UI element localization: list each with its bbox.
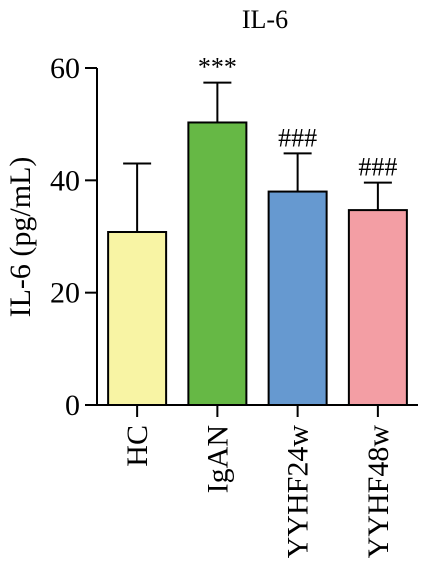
significance-label: *** [198, 53, 237, 82]
x-axis: HC IgAN YYHF24w YYHF48w [97, 404, 418, 559]
significance-label: ### [278, 123, 317, 152]
x-tick-label: IgAN [201, 425, 234, 493]
y-axis-label: IL-6 (pg/mL) [4, 157, 37, 318]
y-tick-label: 60 [50, 52, 80, 85]
x-tick-label: YYHF24w [282, 425, 315, 559]
y-tick-label: 40 [50, 164, 80, 197]
y-tick-label: 0 [65, 389, 80, 422]
bar-yyhf48w [347, 209, 408, 406]
y-axis: 0 20 40 60 [50, 52, 98, 422]
x-tick-label: YYHF48w [362, 425, 395, 559]
bars: *** ### ### [107, 53, 408, 407]
bar-yyhf24w [267, 190, 328, 406]
y-tick-label: 20 [50, 277, 80, 310]
chart-title: IL-6 [242, 5, 288, 34]
bar-hc [107, 231, 168, 406]
x-tick-label: HC [121, 425, 154, 467]
bar-igan [187, 121, 248, 407]
significance-label: ### [358, 153, 397, 182]
